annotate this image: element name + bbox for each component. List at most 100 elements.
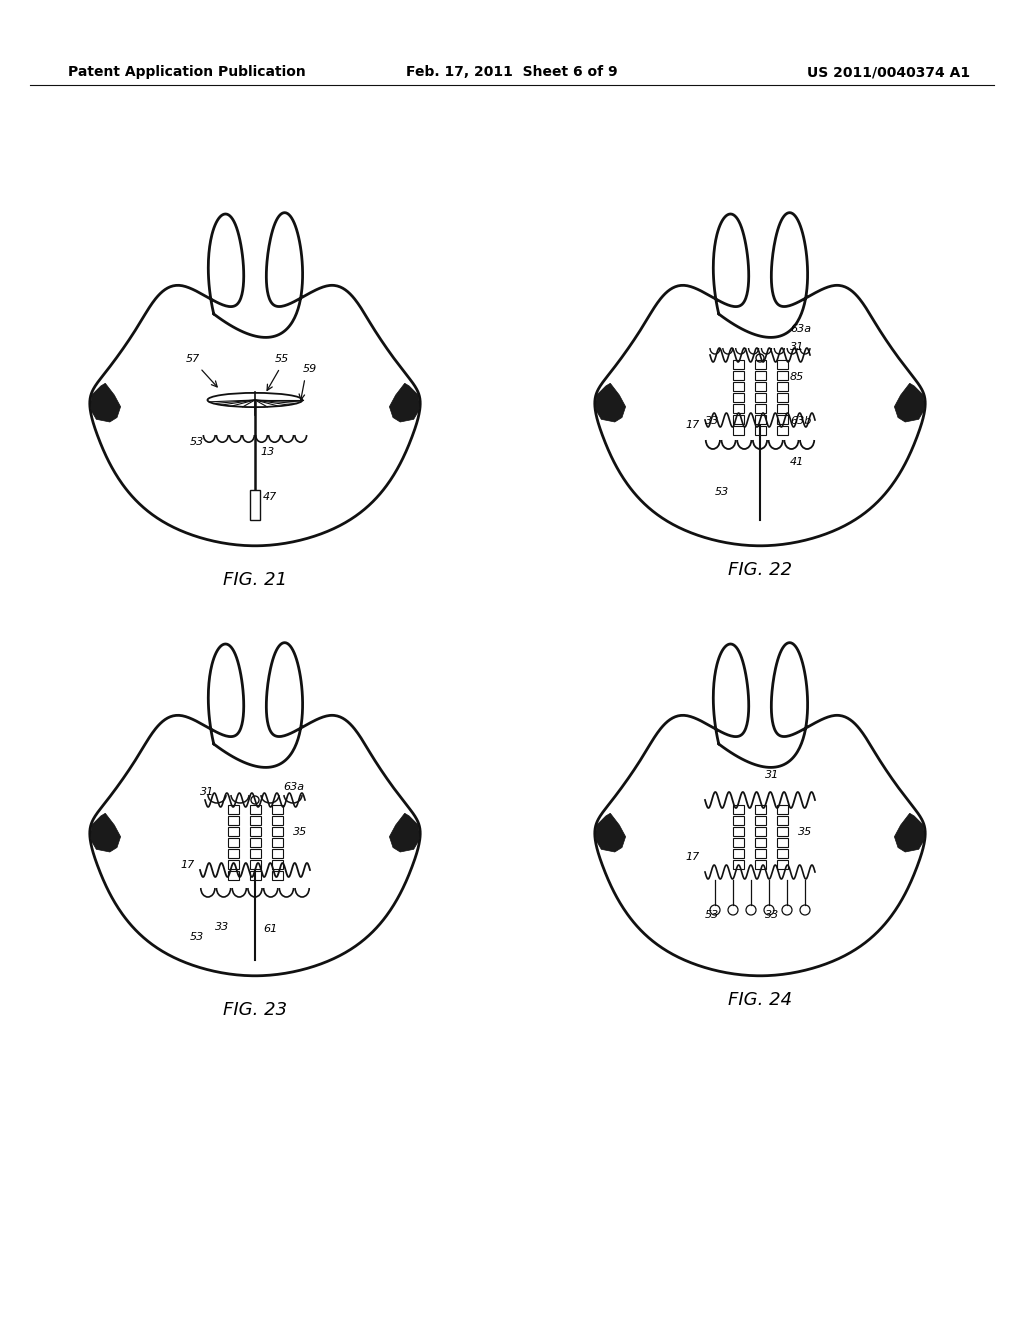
Bar <box>755 404 766 413</box>
Polygon shape <box>90 813 121 851</box>
Bar <box>755 838 766 847</box>
Text: 57: 57 <box>186 354 200 364</box>
Bar <box>776 805 787 814</box>
Bar <box>776 426 787 436</box>
Text: 35: 35 <box>293 828 307 837</box>
Text: 13: 13 <box>260 447 274 457</box>
Text: FIG. 22: FIG. 22 <box>728 561 792 579</box>
Text: FIG. 21: FIG. 21 <box>223 572 287 589</box>
Polygon shape <box>894 813 925 851</box>
Bar <box>776 861 787 870</box>
Bar <box>732 805 743 814</box>
Bar <box>755 393 766 403</box>
Text: Patent Application Publication: Patent Application Publication <box>68 65 306 79</box>
Bar <box>776 404 787 413</box>
Bar <box>732 426 743 436</box>
Bar <box>271 849 283 858</box>
Bar <box>227 861 239 870</box>
Bar <box>755 816 766 825</box>
Bar <box>271 828 283 837</box>
Bar <box>250 805 260 814</box>
Bar <box>271 838 283 847</box>
Bar <box>250 838 260 847</box>
Polygon shape <box>595 383 626 422</box>
Bar <box>250 490 260 520</box>
Polygon shape <box>389 813 420 851</box>
Text: 59: 59 <box>303 364 317 374</box>
Bar <box>776 371 787 380</box>
Bar <box>732 371 743 380</box>
Bar <box>227 816 239 825</box>
Bar <box>227 805 239 814</box>
Bar <box>755 371 766 380</box>
Text: 53: 53 <box>705 909 719 920</box>
Bar <box>732 404 743 413</box>
Bar <box>227 838 239 847</box>
Bar <box>732 393 743 403</box>
Bar <box>776 360 787 370</box>
Bar <box>755 805 766 814</box>
Bar <box>732 828 743 837</box>
Bar <box>732 816 743 825</box>
Polygon shape <box>595 813 626 851</box>
Text: 31: 31 <box>790 342 804 352</box>
Bar <box>755 381 766 391</box>
Bar <box>732 849 743 858</box>
Bar <box>227 871 239 880</box>
Bar <box>776 381 787 391</box>
Text: 47: 47 <box>263 492 278 502</box>
Bar <box>271 805 283 814</box>
Text: 17: 17 <box>685 851 699 862</box>
Text: FIG. 23: FIG. 23 <box>223 1001 287 1019</box>
Text: 63a: 63a <box>790 323 811 334</box>
Text: 17: 17 <box>180 861 195 870</box>
Text: 33: 33 <box>215 921 229 932</box>
Bar <box>732 381 743 391</box>
Bar <box>776 393 787 403</box>
Text: 53: 53 <box>715 487 729 498</box>
Text: 85: 85 <box>790 372 804 381</box>
Bar <box>227 828 239 837</box>
Text: 35: 35 <box>798 828 812 837</box>
Text: 53: 53 <box>190 932 204 942</box>
Bar <box>250 816 260 825</box>
Bar <box>271 861 283 870</box>
Polygon shape <box>894 383 925 422</box>
Bar <box>755 828 766 837</box>
Text: 33: 33 <box>705 416 719 426</box>
Bar <box>755 360 766 370</box>
Bar <box>776 838 787 847</box>
Text: 41: 41 <box>790 457 804 467</box>
Bar <box>776 414 787 424</box>
Text: 31: 31 <box>200 787 214 797</box>
Bar <box>776 849 787 858</box>
Bar <box>227 849 239 858</box>
Bar <box>271 816 283 825</box>
Bar <box>755 849 766 858</box>
Text: 31: 31 <box>765 770 779 780</box>
Polygon shape <box>90 383 121 422</box>
Bar <box>776 816 787 825</box>
Bar <box>732 838 743 847</box>
Text: 61: 61 <box>263 924 278 935</box>
Bar <box>732 861 743 870</box>
Text: 63a: 63a <box>283 781 304 792</box>
Text: US 2011/0040374 A1: US 2011/0040374 A1 <box>807 65 970 79</box>
Text: 17: 17 <box>685 420 699 430</box>
Bar <box>250 861 260 870</box>
Bar <box>755 426 766 436</box>
Text: 33: 33 <box>765 909 779 920</box>
Bar <box>755 861 766 870</box>
Bar <box>250 849 260 858</box>
Bar <box>732 414 743 424</box>
Bar <box>755 414 766 424</box>
Text: Feb. 17, 2011  Sheet 6 of 9: Feb. 17, 2011 Sheet 6 of 9 <box>407 65 617 79</box>
Bar <box>271 871 283 880</box>
Text: 63b: 63b <box>790 416 811 426</box>
Bar <box>732 360 743 370</box>
Bar <box>250 828 260 837</box>
Polygon shape <box>389 383 420 422</box>
Text: 55: 55 <box>275 354 289 364</box>
Text: FIG. 24: FIG. 24 <box>728 991 792 1008</box>
Bar <box>776 828 787 837</box>
